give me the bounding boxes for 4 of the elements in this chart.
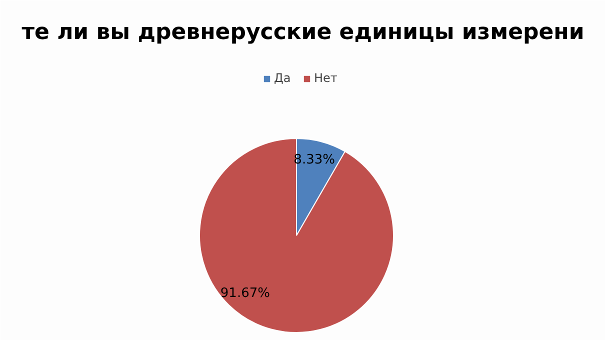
data-label: 91.67%: [220, 286, 270, 302]
chart-title: те ли вы древнерусские единицы измерени: [22, 20, 584, 45]
legend-label: Нет: [314, 71, 338, 85]
legend-label: Да: [274, 71, 292, 85]
